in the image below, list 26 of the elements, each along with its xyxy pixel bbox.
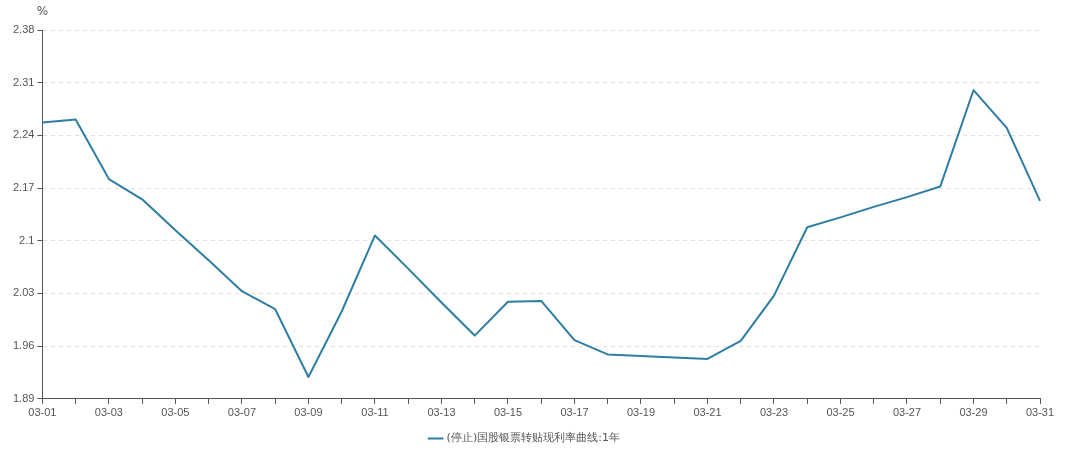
y-tick-label: 2.38 [12, 23, 35, 36]
x-tick-label: 03-17 [560, 406, 589, 419]
x-tick-label: 03-25 [826, 406, 855, 419]
legend-label: (停止)国股银票转贴现利率曲线:1年 [446, 431, 620, 445]
x-tick-label: 03-11 [361, 406, 389, 419]
y-tick-label: 2.17 [12, 181, 35, 194]
y-tick-label: 2.1 [19, 233, 35, 246]
y-axis-title: % [36, 4, 49, 19]
y-tick-label: 2.03 [12, 286, 35, 299]
x-tick-label: 03-27 [892, 406, 922, 419]
x-tick-label: 03-01 [28, 406, 57, 419]
x-tick-label: 03-21 [693, 406, 722, 419]
y-tick-label: 2.31 [12, 75, 35, 88]
y-tick-label: 2.24 [12, 128, 35, 141]
y-tick-label: 1.96 [12, 339, 35, 352]
x-tick-label: 03-03 [94, 406, 123, 419]
x-tick-label: 03-23 [759, 406, 789, 419]
x-tick-label: 03-29 [959, 406, 988, 419]
x-tick-label: 03-15 [493, 406, 523, 419]
x-tick-label: 03-19 [626, 406, 656, 419]
x-tick-label: 03-31 [1025, 406, 1055, 419]
y-tick-label: 1.89 [12, 391, 35, 404]
x-tick-label: 03-13 [427, 406, 456, 419]
x-tick-label: 03-07 [227, 406, 256, 419]
x-tick-label: 03-09 [294, 406, 323, 419]
x-tick-label: 03-05 [161, 406, 190, 419]
